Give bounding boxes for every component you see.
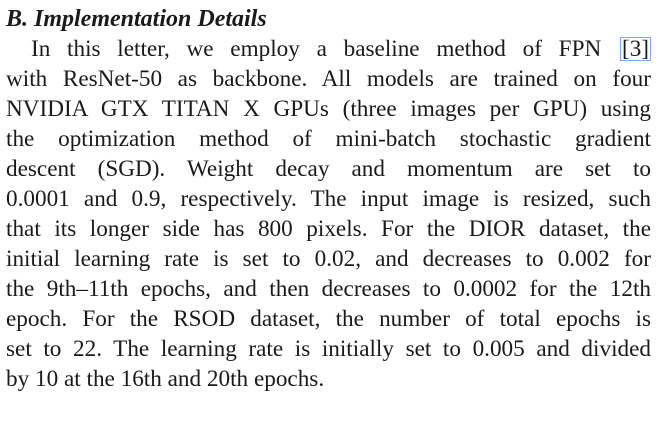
- paragraph-line: the 9th–11th epochs, and then decreases …: [6, 276, 651, 302]
- paragraph-line: the optimization method of mini-batch st…: [6, 126, 651, 152]
- paragraph-line: In this letter, we employ a baseline met…: [6, 34, 652, 64]
- section-heading: B. Implementation Details: [6, 6, 267, 32]
- citation-link[interactable]: [3]: [619, 36, 652, 62]
- paragraph-line: by 10 at the 16th and 20th epochs.: [6, 366, 325, 392]
- paragraph-line: NVIDIA GTX TITAN X GPUs (three images pe…: [6, 96, 651, 122]
- paragraph-line-text: In this letter, we employ a baseline met…: [31, 36, 602, 62]
- paragraph-line: initial learning rate is set to 0.02, an…: [6, 246, 651, 272]
- paragraph-line: descent (SGD). Weight decay and momentum…: [6, 156, 651, 182]
- paragraph-line: with ResNet-50 as backbone. All models a…: [6, 66, 651, 92]
- paragraph-line: 0.0001 and 0.9, respectively. The input …: [6, 186, 651, 212]
- document-page: B. Implementation Details In this letter…: [6, 4, 652, 394]
- paragraph-line: set to 22. The learning rate is initiall…: [6, 336, 651, 362]
- paragraph-line: that its longer side has 800 pixels. For…: [6, 216, 651, 242]
- body-paragraph: In this letter, we employ a baseline met…: [6, 34, 652, 394]
- paragraph-line: epoch. For the RSOD dataset, the number …: [6, 306, 651, 332]
